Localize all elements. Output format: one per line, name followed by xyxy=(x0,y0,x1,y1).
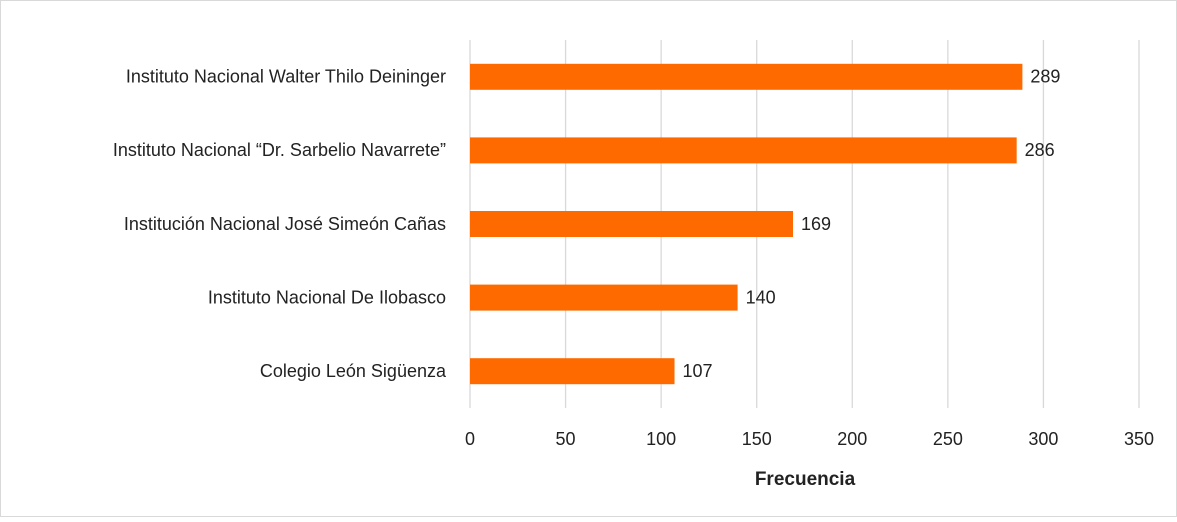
data-label: 289 xyxy=(1030,67,1060,87)
bar xyxy=(470,358,675,385)
x-tick-label: 150 xyxy=(742,429,772,449)
y-tick-label: Instituto Nacional Walter Thilo Deininge… xyxy=(126,67,446,87)
data-label: 140 xyxy=(746,287,776,307)
data-label: 169 xyxy=(801,214,831,234)
bar xyxy=(470,63,1023,90)
x-tick-label: 50 xyxy=(556,429,576,449)
x-tick-label: 100 xyxy=(646,429,676,449)
bar xyxy=(470,284,738,311)
bar xyxy=(470,137,1017,164)
y-tick-label: Instituto Nacional De Ilobasco xyxy=(208,287,446,307)
x-tick-label: 300 xyxy=(1028,429,1058,449)
x-tick-label: 0 xyxy=(465,429,475,449)
y-tick-label: Institución Nacional José Simeón Cañas xyxy=(124,214,446,234)
data-label: 107 xyxy=(683,361,713,381)
bar xyxy=(470,211,794,237)
x-tick-label: 200 xyxy=(837,429,867,449)
y-tick-label: Colegio León Sigüenza xyxy=(260,361,447,381)
x-tick-label: 350 xyxy=(1124,429,1154,449)
data-label: 286 xyxy=(1025,140,1055,160)
x-tick-label: 250 xyxy=(933,429,963,449)
x-axis-title: Frecuencia xyxy=(755,469,856,490)
y-tick-label: Instituto Nacional “Dr. Sarbelio Navarre… xyxy=(113,140,446,160)
